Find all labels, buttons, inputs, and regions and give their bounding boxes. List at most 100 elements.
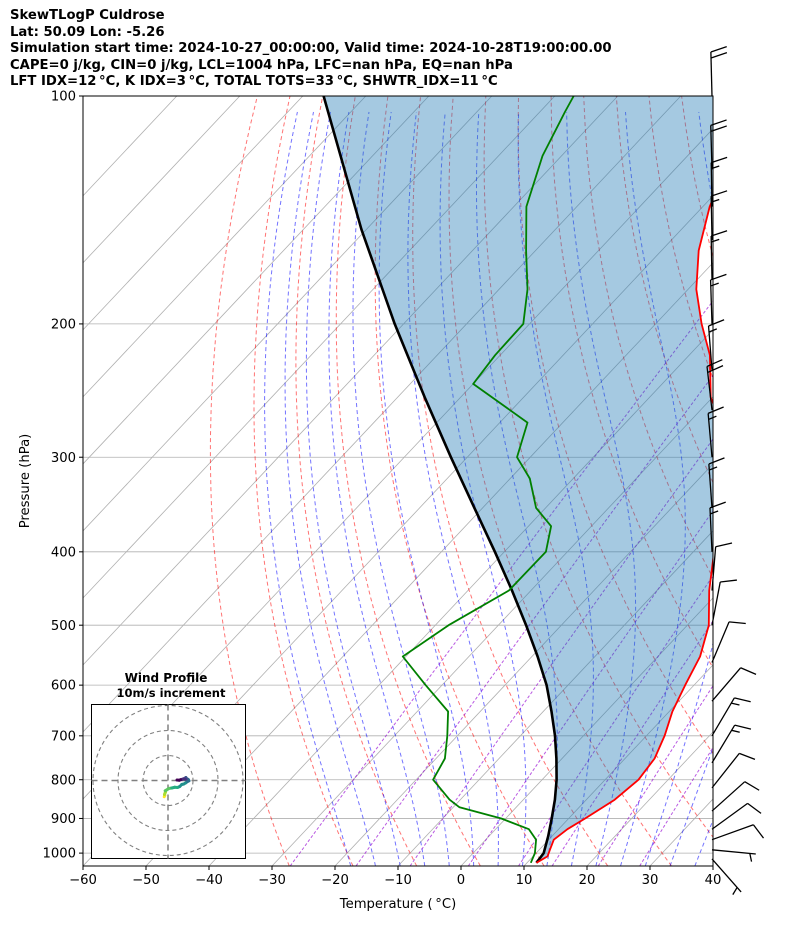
cin-shading bbox=[323, 96, 713, 863]
title-line-1: SkewTLogP Culdrose bbox=[10, 8, 165, 23]
mixing-ratio-line bbox=[409, 438, 713, 866]
moist-adiabat bbox=[476, 111, 558, 866]
mixing-ratio-line bbox=[355, 374, 713, 866]
dry-adiabat bbox=[374, 96, 545, 866]
dry-adiabat bbox=[583, 96, 713, 579]
wind-barb bbox=[711, 697, 751, 737]
dewpoint-profile-line bbox=[401, 96, 575, 864]
moist-adiabat bbox=[264, 111, 352, 866]
moist-adiabat bbox=[328, 111, 426, 866]
wind-barb bbox=[707, 319, 725, 370]
dry-adiabat bbox=[714, 96, 794, 866]
isotherm-gridline bbox=[83, 96, 367, 398]
moist-adiabat bbox=[517, 111, 594, 866]
isotherm-gridline bbox=[397, 530, 713, 866]
isotherm-gridline bbox=[83, 96, 241, 264]
y-tick-label: 1000 bbox=[42, 847, 76, 862]
mixing-ratio-line bbox=[551, 619, 713, 866]
isotherm-gridline bbox=[271, 396, 713, 866]
wind-barb bbox=[710, 230, 728, 281]
y-tick-label: 900 bbox=[51, 812, 76, 827]
wind-barb bbox=[710, 45, 728, 97]
moist-adiabat bbox=[620, 111, 686, 866]
moist-adiabat bbox=[352, 111, 450, 866]
wind-barb bbox=[711, 849, 756, 862]
dry-adiabat bbox=[295, 96, 418, 866]
isotherm-gridline bbox=[586, 731, 713, 866]
wind-barb bbox=[709, 501, 726, 552]
dry-adiabat bbox=[517, 96, 713, 755]
wind-barb bbox=[711, 781, 760, 812]
dry-adiabat bbox=[335, 96, 481, 866]
wind-barb bbox=[711, 802, 762, 830]
sounding-profiles bbox=[322, 96, 713, 864]
wind-barb bbox=[711, 724, 752, 764]
wind-barb bbox=[711, 542, 733, 591]
isotherm-gridline bbox=[460, 597, 713, 866]
wind-barb bbox=[711, 858, 742, 895]
y-tick-label: 400 bbox=[51, 545, 76, 560]
wind-barb bbox=[710, 119, 727, 170]
x-tick-label: 40 bbox=[705, 873, 722, 888]
hodograph-title: Wind Profile bbox=[125, 671, 208, 685]
x-tick-label: −50 bbox=[132, 873, 160, 888]
x-tick-label: −20 bbox=[321, 873, 349, 888]
y-tick-label: 300 bbox=[51, 451, 76, 466]
moist-adiabat bbox=[669, 746, 713, 866]
hodograph-inset: Wind Profile 10m/s increment bbox=[91, 671, 246, 859]
wind-barb bbox=[711, 824, 765, 841]
y-axis-label: Pressure (hPa) bbox=[18, 434, 33, 529]
isotherm-gridline bbox=[208, 329, 713, 866]
title-line-3: Simulation start time: 2024-10-27_00:00:… bbox=[10, 41, 612, 57]
x-tick-label: −40 bbox=[195, 873, 223, 888]
hodograph-ring bbox=[142, 754, 194, 807]
wind-barb bbox=[711, 752, 756, 789]
dry-adiabat bbox=[209, 96, 290, 866]
mixing-ratio-line bbox=[518, 574, 713, 866]
x-tick-label: 10 bbox=[516, 873, 533, 888]
y-tick-label: 700 bbox=[51, 729, 76, 744]
moist-adiabat bbox=[439, 111, 527, 866]
parcel-profile-line bbox=[322, 96, 558, 864]
y-tick-label: 800 bbox=[51, 773, 76, 788]
dry-adiabat bbox=[747, 96, 794, 866]
x-tick-label: 0 bbox=[457, 873, 465, 888]
x-tick-label: 20 bbox=[579, 873, 596, 888]
isotherm-gridline bbox=[145, 262, 713, 866]
y-tick-label: 500 bbox=[51, 619, 76, 634]
y-tick-label: 200 bbox=[51, 318, 76, 333]
y-tick-label: 100 bbox=[51, 90, 76, 105]
hodograph-ring bbox=[117, 729, 219, 832]
wind-barb bbox=[711, 621, 746, 663]
isotherm-gridline bbox=[83, 96, 556, 599]
isotherm-gridline bbox=[334, 463, 713, 866]
axis-ticks: −60 −50 −40 −30 −20 −10 0 10 20 30 40 100 200 300 400 5… bbox=[42, 90, 721, 888]
isotherm-gridline bbox=[712, 865, 713, 866]
isotherm-gridline bbox=[523, 664, 713, 866]
isotherm-gridline bbox=[83, 96, 682, 733]
wind-barb bbox=[711, 667, 757, 702]
mixing-ratio-line bbox=[289, 300, 713, 866]
moist-adiabat bbox=[566, 111, 637, 866]
moist-adiabat bbox=[305, 111, 401, 866]
x-tick-label: −60 bbox=[69, 873, 97, 888]
x-tick-label: 30 bbox=[642, 873, 659, 888]
wind-barb bbox=[707, 406, 724, 458]
title-line-4: CAPE=0 j/kg, CIN=0 j/kg, LCL=1004 hPa, L… bbox=[10, 57, 513, 73]
moist-adiabat bbox=[644, 111, 713, 866]
wind-barb bbox=[706, 359, 724, 411]
wind-barbs bbox=[706, 45, 765, 895]
isotherm-gridline bbox=[83, 96, 493, 532]
wind-barb bbox=[711, 579, 737, 626]
title-line-2: Lat: 50.09 Lon: -5.26 bbox=[10, 24, 165, 40]
isotherm-gridline bbox=[83, 96, 430, 465]
moist-adiabat bbox=[284, 111, 376, 866]
y-tick-label: 600 bbox=[51, 679, 76, 694]
title-line-5: LFT IDX=12 °C, K IDX=3 °C, TOTAL TOTS=33… bbox=[10, 74, 498, 90]
hodograph-ring bbox=[92, 704, 244, 857]
chart-header: SkewTLogP Culdrose Lat: 50.09 Lon: -5.26… bbox=[10, 8, 612, 91]
wind-barb bbox=[710, 156, 728, 207]
hodograph-subtitle: 10m/s increment bbox=[117, 686, 226, 700]
wind-barb bbox=[708, 457, 725, 508]
